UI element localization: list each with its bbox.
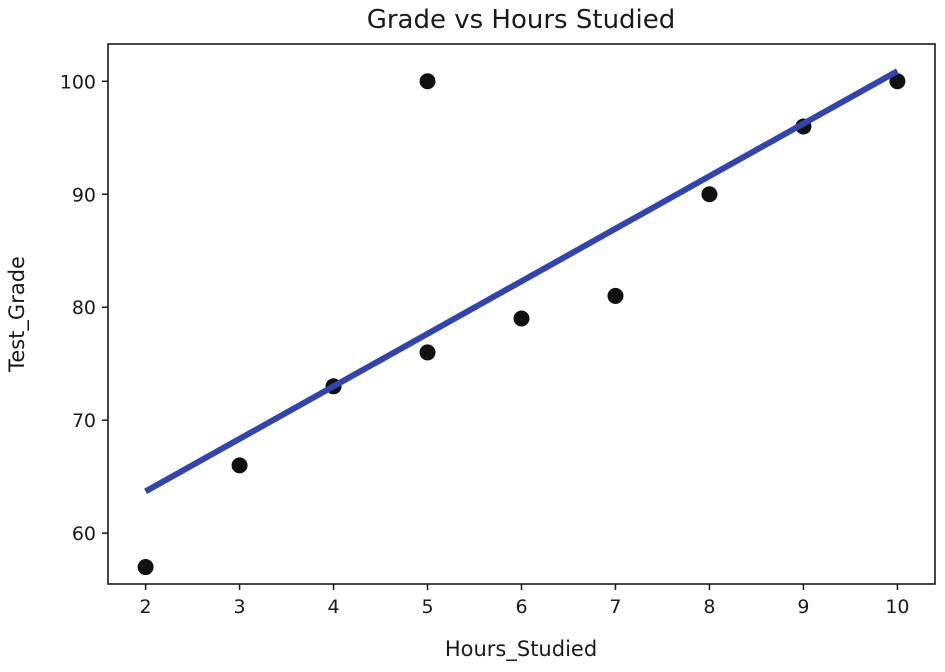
data-point <box>231 457 248 474</box>
x-tick-label: 5 <box>421 596 433 618</box>
x-tick-label: 2 <box>140 596 152 618</box>
x-tick-label: 8 <box>703 596 715 618</box>
x-tick-label: 7 <box>609 596 621 618</box>
data-point <box>419 344 436 361</box>
y-tick-label: 70 <box>72 410 96 432</box>
chart-title: Grade vs Hours Studied <box>367 5 676 35</box>
y-axis-label: Test_Grade <box>5 256 30 373</box>
regression-line <box>144 68 899 494</box>
x-tick-label: 4 <box>327 596 339 618</box>
y-tick-label: 100 <box>60 71 96 93</box>
x-tick-label: 6 <box>515 596 527 618</box>
data-point <box>137 559 154 576</box>
x-tick-label: 3 <box>234 596 246 618</box>
data-point <box>701 186 718 203</box>
y-tick-label: 80 <box>72 297 96 319</box>
data-point <box>889 73 906 90</box>
x-axis-label: Hours_Studied <box>445 637 597 662</box>
plot-area: 2 3 4 5 6 7 8 9 10 60 70 80 90 100 <box>60 43 936 618</box>
data-point <box>419 73 436 90</box>
y-tick-label: 60 <box>72 523 96 545</box>
data-point <box>607 287 624 304</box>
data-point <box>513 310 530 327</box>
x-tick-label: 9 <box>797 596 809 618</box>
y-tick-label: 90 <box>72 184 96 206</box>
x-tick-label: 10 <box>885 596 909 618</box>
